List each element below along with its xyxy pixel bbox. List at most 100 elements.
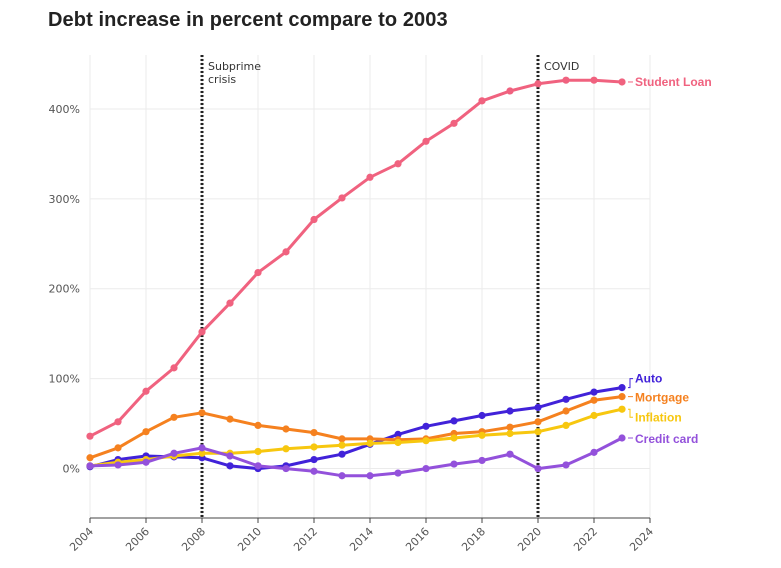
series-labels: Student Loan Auto Mortgage Inflation Credit … — [628, 75, 712, 446]
data-point — [394, 438, 402, 447]
chart-title: Debt increase in percent compare to 2003 — [48, 9, 448, 31]
x-tick-label: 2012 — [291, 525, 320, 554]
data-point — [422, 464, 430, 473]
data-point — [450, 417, 458, 425]
x-tick-label: 2016 — [403, 525, 432, 554]
data-point — [114, 444, 122, 452]
data-point — [282, 445, 290, 453]
data-point — [590, 448, 598, 456]
data-point — [506, 407, 514, 415]
data-point — [282, 425, 290, 433]
data-point — [618, 434, 626, 442]
data-point — [394, 469, 402, 477]
data-point — [198, 409, 206, 417]
series-line — [88, 407, 624, 468]
data-point — [282, 248, 290, 256]
data-point — [450, 460, 458, 468]
data-point — [450, 119, 458, 127]
event-label: Subprime — [208, 60, 261, 73]
data-point — [86, 462, 94, 470]
data-point — [198, 328, 206, 336]
data-point — [338, 435, 346, 443]
y-tick-label: 300% — [49, 193, 80, 206]
label-connector — [628, 408, 633, 418]
data-point — [478, 456, 486, 465]
x-tick-label: 2004 — [67, 525, 96, 554]
data-point — [590, 411, 598, 420]
data-point — [534, 464, 542, 473]
x-tick-label: 2018 — [459, 525, 488, 554]
data-point — [226, 299, 234, 307]
series-label: Student Loan — [635, 75, 712, 89]
data-point — [590, 396, 598, 404]
series-line — [88, 395, 624, 460]
data-point — [338, 472, 346, 480]
data-point — [394, 430, 402, 438]
data-point — [366, 173, 374, 181]
data-point — [394, 160, 402, 168]
data-point — [562, 461, 570, 469]
data-point — [338, 441, 346, 449]
data-point — [170, 364, 178, 372]
label-connector — [628, 378, 633, 389]
grid-lines — [89, 55, 651, 518]
data-point — [590, 76, 598, 84]
data-point — [562, 407, 570, 415]
data-point — [506, 450, 514, 458]
x-tick-label: 2006 — [123, 525, 152, 554]
data-point — [254, 268, 262, 277]
x-tick-label: 2024 — [627, 525, 656, 554]
data-point — [310, 455, 318, 464]
series-line — [88, 436, 624, 478]
data-point — [338, 194, 346, 202]
data-point — [282, 464, 290, 473]
y-tick-label: 0% — [63, 463, 80, 476]
y-axis: 0% 100% 200% 300% 400% — [49, 103, 80, 476]
data-point — [226, 462, 234, 470]
data-point — [506, 87, 514, 95]
data-point — [226, 415, 234, 423]
series-label: Mortgage — [635, 391, 689, 405]
data-point — [142, 387, 150, 395]
x-tick-label: 2014 — [347, 525, 376, 554]
data-point — [618, 405, 626, 413]
data-point — [198, 449, 206, 457]
data-point — [618, 393, 626, 401]
x-tick-label: 2008 — [179, 525, 208, 554]
data-point — [198, 444, 206, 452]
series-label: Inflation — [635, 410, 682, 424]
data-point — [562, 76, 570, 84]
x-tick-label: 2022 — [571, 525, 600, 554]
data-point — [170, 449, 178, 457]
data-point — [114, 461, 122, 469]
data-point — [170, 413, 178, 421]
series-lines — [86, 76, 626, 480]
data-point — [226, 452, 234, 460]
data-point — [562, 395, 570, 403]
series-line — [88, 78, 624, 438]
data-point — [506, 429, 514, 438]
data-point — [562, 421, 570, 429]
x-tick-label: 2010 — [235, 525, 264, 554]
data-point — [86, 432, 94, 440]
data-point — [506, 423, 514, 431]
data-point — [534, 80, 542, 88]
data-point — [478, 431, 486, 439]
x-tick-label: 2020 — [515, 525, 544, 554]
data-point — [254, 421, 262, 429]
data-point — [142, 428, 150, 436]
y-tick-label: 100% — [49, 373, 80, 386]
data-point — [254, 447, 262, 456]
y-tick-label: 200% — [49, 283, 80, 296]
data-point — [450, 434, 458, 442]
data-point — [422, 437, 430, 445]
data-point — [310, 215, 318, 224]
data-point — [590, 388, 598, 396]
event-label: crisis — [208, 73, 236, 86]
data-point — [534, 428, 542, 436]
data-point — [86, 454, 94, 462]
data-point — [310, 443, 318, 451]
data-point — [422, 137, 430, 145]
x-axis: 2004 2006 2008 2010 2012 2014 2016 2018 2020 2022… — [67, 517, 656, 554]
